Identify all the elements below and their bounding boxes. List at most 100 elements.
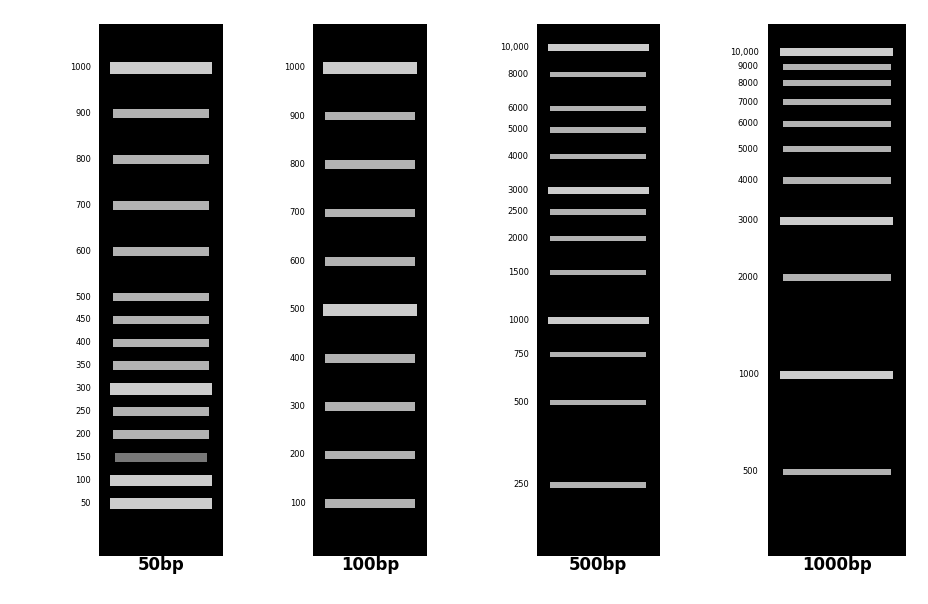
Bar — [548, 187, 648, 194]
Text: 300: 300 — [290, 402, 305, 411]
Text: 250: 250 — [75, 407, 91, 416]
Bar — [112, 361, 209, 370]
Text: 400: 400 — [290, 354, 305, 362]
Text: 3000: 3000 — [507, 186, 528, 195]
Text: 500: 500 — [290, 305, 305, 314]
Text: 500bp: 500bp — [569, 556, 626, 574]
Bar — [550, 236, 645, 241]
Text: 1500: 1500 — [508, 268, 528, 277]
Bar — [782, 274, 890, 281]
Text: 1000: 1000 — [737, 370, 758, 379]
Text: 600: 600 — [75, 246, 91, 255]
Bar — [112, 338, 209, 347]
Bar — [114, 453, 207, 462]
Bar — [325, 112, 414, 120]
Text: 500: 500 — [742, 467, 758, 477]
Text: 300: 300 — [75, 384, 91, 393]
Bar — [112, 155, 209, 164]
Bar — [550, 400, 645, 405]
Text: 500: 500 — [75, 292, 91, 301]
Text: 3000: 3000 — [737, 216, 758, 225]
Text: 8000: 8000 — [507, 69, 528, 79]
Bar — [325, 499, 414, 508]
Text: 1000: 1000 — [70, 63, 91, 72]
Bar — [112, 430, 209, 439]
Bar — [112, 247, 209, 255]
Text: 250: 250 — [512, 480, 528, 489]
Text: 350: 350 — [75, 361, 91, 370]
Bar — [325, 354, 414, 362]
Bar — [110, 62, 212, 74]
Bar — [112, 407, 209, 416]
Text: 500: 500 — [512, 398, 528, 407]
Bar — [110, 498, 212, 509]
Bar — [548, 44, 648, 51]
Text: 150: 150 — [75, 453, 91, 462]
Bar — [110, 475, 212, 486]
Bar — [550, 153, 645, 159]
Text: 5000: 5000 — [737, 145, 758, 153]
Bar — [112, 293, 209, 301]
Bar — [550, 127, 645, 132]
Text: 450: 450 — [75, 315, 91, 324]
Text: 2500: 2500 — [508, 208, 528, 216]
Bar — [782, 146, 890, 152]
Bar — [782, 63, 890, 70]
Bar — [782, 99, 890, 105]
Text: 200: 200 — [75, 430, 91, 439]
Bar — [780, 217, 893, 225]
Bar — [325, 160, 414, 169]
Text: 5000: 5000 — [508, 126, 528, 134]
Text: 900: 900 — [290, 112, 305, 121]
Text: 600: 600 — [290, 257, 305, 266]
Bar — [782, 80, 890, 86]
Bar — [782, 178, 890, 184]
Text: 10,000: 10,000 — [729, 48, 758, 57]
Bar — [767, 24, 905, 556]
Bar — [325, 208, 414, 217]
Text: 4000: 4000 — [737, 176, 758, 185]
Bar — [550, 71, 645, 77]
Text: 50: 50 — [81, 499, 91, 508]
Bar — [325, 451, 414, 460]
Bar — [323, 304, 417, 316]
Text: 100bp: 100bp — [341, 556, 399, 574]
Text: 6000: 6000 — [507, 104, 528, 113]
Bar — [550, 270, 645, 275]
Bar — [312, 24, 427, 556]
Bar — [780, 48, 893, 56]
Text: 2000: 2000 — [737, 273, 758, 282]
Text: 1000bp: 1000bp — [801, 556, 870, 574]
Bar — [782, 469, 890, 475]
Bar — [550, 106, 645, 111]
Text: 2000: 2000 — [508, 234, 528, 243]
Text: 9000: 9000 — [737, 62, 758, 71]
Bar — [536, 24, 659, 556]
Bar — [325, 402, 414, 411]
Text: 10,000: 10,000 — [499, 43, 528, 52]
Text: 200: 200 — [290, 451, 305, 460]
Bar — [323, 62, 417, 74]
Text: 800: 800 — [75, 155, 91, 164]
Bar — [548, 317, 648, 324]
Bar — [550, 352, 645, 358]
Text: 700: 700 — [75, 201, 91, 210]
Text: 4000: 4000 — [508, 152, 528, 161]
Text: 7000: 7000 — [737, 97, 758, 106]
Bar — [112, 109, 209, 118]
Text: 1000: 1000 — [284, 63, 305, 72]
Text: 100: 100 — [290, 499, 305, 508]
Bar — [550, 210, 645, 214]
Bar — [112, 201, 209, 210]
Bar — [780, 370, 893, 379]
Bar — [112, 316, 209, 324]
Bar — [782, 121, 890, 127]
Text: 900: 900 — [75, 109, 91, 118]
Text: 6000: 6000 — [737, 119, 758, 128]
Text: 700: 700 — [290, 208, 305, 217]
Text: 750: 750 — [512, 350, 528, 359]
Text: 8000: 8000 — [737, 79, 758, 88]
Bar — [325, 257, 414, 266]
Bar — [110, 383, 212, 394]
Text: 50bp: 50bp — [137, 556, 185, 574]
